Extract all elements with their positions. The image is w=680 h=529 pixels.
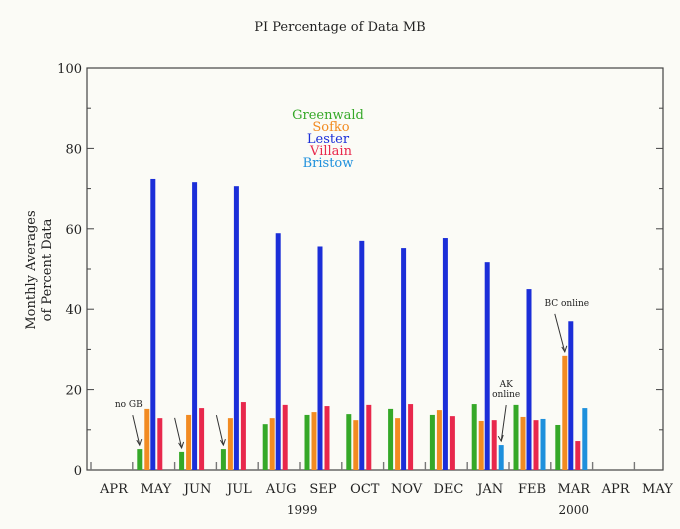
- x-tick-label: JAN: [475, 482, 503, 497]
- y-tick-label: 60: [65, 223, 82, 238]
- bar-sofko-oct: [353, 420, 359, 470]
- y-tick-label: 80: [65, 142, 82, 157]
- bar-villain-jun: [199, 408, 205, 470]
- bar-sofko-jul: [227, 418, 233, 470]
- legend-entry-bristow: Bristow: [303, 156, 354, 171]
- bar-sofko-feb: [520, 416, 526, 470]
- arrow-head-icon: [497, 434, 504, 443]
- annotation-label: AK: [499, 380, 513, 390]
- bar-lester-aug: [275, 233, 281, 470]
- bar-greenwald-jul: [220, 449, 226, 470]
- x-tick-label: APR: [99, 482, 129, 497]
- bar-villain-jan: [491, 420, 497, 470]
- bar-lester-jul: [233, 186, 239, 471]
- bar-sofko-dec: [436, 410, 442, 470]
- legend-entry-greenwald: Greenwald: [292, 108, 364, 123]
- y-tick-label: 40: [65, 303, 82, 318]
- annotation-label: BC online: [544, 299, 589, 309]
- bar-villain-oct: [366, 404, 372, 470]
- bar-greenwald-jun: [179, 451, 185, 470]
- chart-title: PI Percentage of Data MB: [254, 20, 425, 35]
- bar-sofko-nov: [395, 418, 401, 470]
- annotation-label: no GB: [115, 400, 143, 410]
- bar-villain-jul: [240, 402, 246, 470]
- bar-lester-dec: [442, 238, 448, 470]
- bar-lester-feb: [526, 289, 532, 470]
- bar-lester-sep: [317, 246, 323, 470]
- bar-villain-dec: [449, 416, 455, 470]
- bar-lester-mar: [568, 321, 574, 470]
- x-tick-label: MAR: [558, 482, 592, 497]
- annotation-label: online: [492, 390, 520, 400]
- bar-lester-oct: [359, 240, 365, 470]
- bar-villain-nov: [408, 404, 414, 470]
- y-tick-label: 0: [74, 464, 82, 479]
- bar-bristow-jan: [498, 445, 504, 470]
- bar-villain-may: [157, 418, 163, 470]
- bar-sofko-aug: [269, 418, 275, 470]
- x-tick-label: NOV: [391, 482, 423, 497]
- bar-greenwald-jan: [471, 404, 477, 470]
- x-tick-label: FEB: [518, 482, 546, 497]
- y-axis-label-line-2: of Percent Data: [40, 218, 55, 321]
- bar-villain-sep: [324, 406, 330, 470]
- bar-sofko-may: [144, 408, 150, 470]
- x-tick-label: OCT: [350, 482, 380, 497]
- arrow-head-icon: [178, 441, 185, 450]
- annotation-arrow: [500, 405, 507, 442]
- arrow-head-icon: [561, 345, 568, 354]
- plot-frame: [86, 67, 664, 471]
- bar-sofko-sep: [311, 412, 317, 470]
- bar-sofko-mar: [562, 355, 568, 470]
- x-tick-label: JUN: [182, 482, 212, 497]
- year-label: 2000: [559, 503, 590, 517]
- bar-greenwald-mar: [555, 424, 561, 470]
- bar-lester-nov: [401, 248, 407, 470]
- x-tick-label: SEP: [309, 482, 336, 497]
- bar-greenwald-nov: [388, 408, 394, 470]
- x-tick-label: AUG: [265, 482, 297, 497]
- y-axis-label: Monthly Averages of Percent Data: [24, 210, 55, 329]
- x-tick-label: JUL: [225, 482, 252, 497]
- x-tick-label: MAY: [140, 482, 171, 497]
- x-tick-label: MAY: [642, 482, 673, 497]
- bar-villain-aug: [282, 404, 288, 470]
- bar-lester-may: [150, 178, 156, 470]
- annotation-arrow: [174, 417, 183, 449]
- bar-greenwald-may: [137, 449, 143, 470]
- legend-entry-sofko: Sofko: [312, 120, 349, 135]
- bar-lester-jun: [192, 182, 198, 470]
- annotation-arrow: [215, 414, 224, 446]
- x-tick-label: DEC: [433, 482, 463, 497]
- bar-greenwald-feb: [513, 404, 519, 470]
- y-axis-label-line-1: Monthly Averages: [24, 210, 39, 329]
- bar-lester-jan: [484, 262, 490, 470]
- bar-bristow-feb: [540, 418, 546, 470]
- legend-entry-villain: Villain: [309, 144, 353, 159]
- bar-villain-feb: [533, 420, 539, 470]
- bar-bristow-mar: [582, 408, 588, 470]
- bar-greenwald-aug: [262, 424, 268, 470]
- legend-entry-lester: Lester: [307, 132, 350, 147]
- bar-villain-mar: [575, 441, 581, 470]
- bar-greenwald-sep: [304, 414, 310, 470]
- bar-greenwald-dec: [429, 414, 435, 470]
- year-label: 1999: [287, 503, 318, 517]
- y-tick-label: 100: [57, 62, 82, 77]
- annotation-arrow: [132, 414, 141, 446]
- bar-greenwald-oct: [346, 414, 352, 470]
- arrow-head-icon: [219, 438, 226, 447]
- bar-sofko-jun: [186, 414, 192, 470]
- arrow-head-icon: [136, 438, 143, 447]
- annotation-arrow: [554, 313, 566, 352]
- bar-sofko-jan: [478, 420, 484, 470]
- x-tick-label: APR: [601, 482, 631, 497]
- y-tick-label: 20: [65, 384, 82, 399]
